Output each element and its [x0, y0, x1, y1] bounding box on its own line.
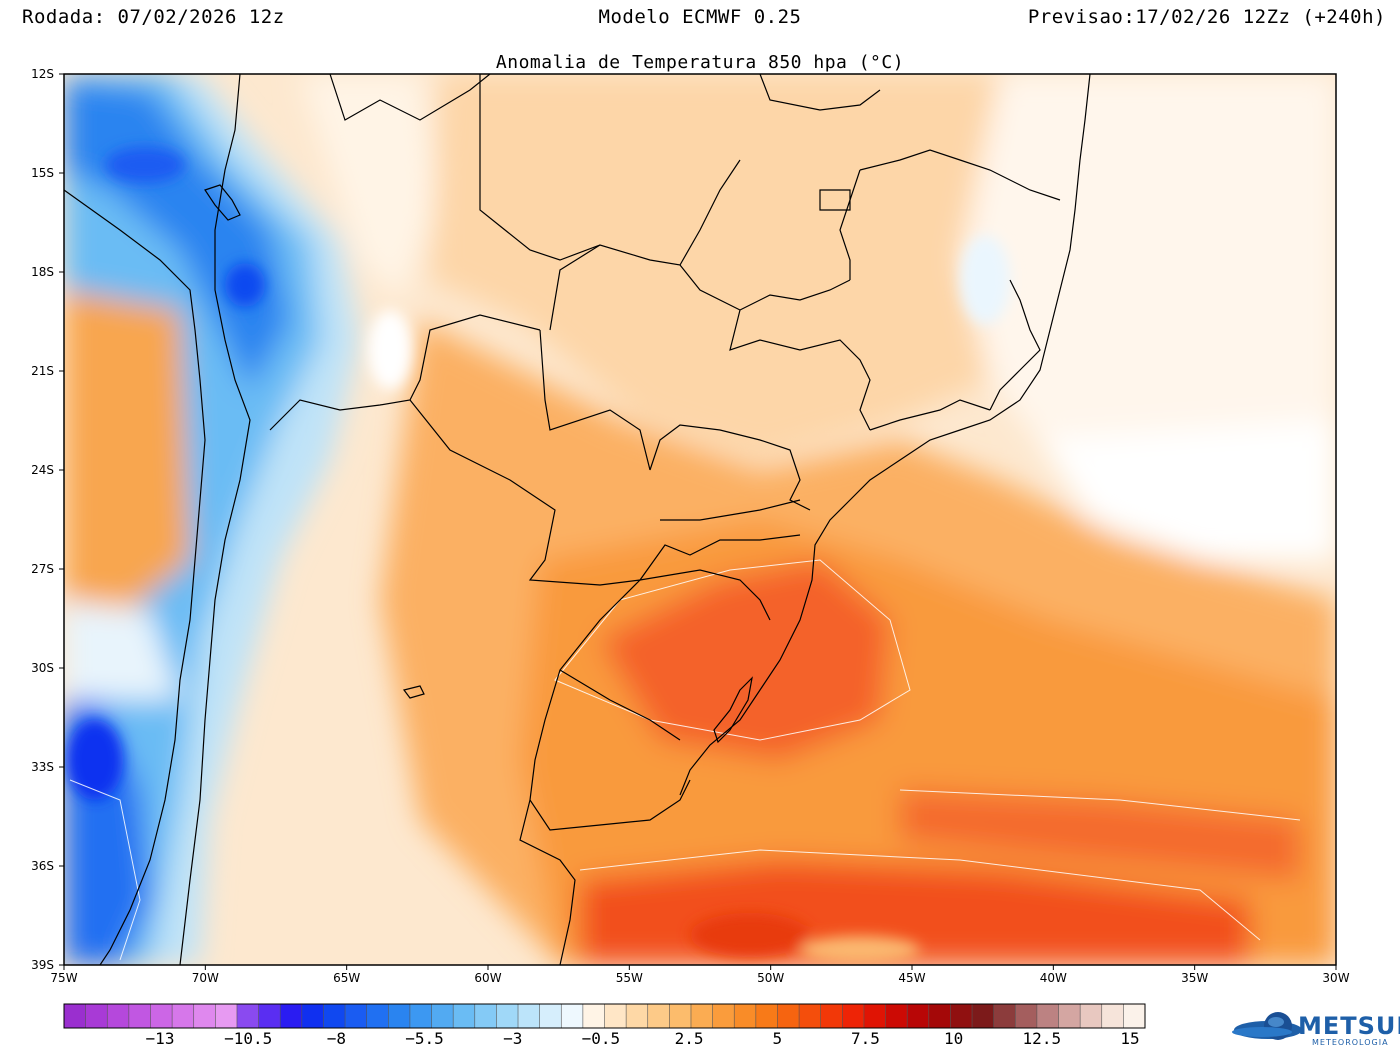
- colorbar-tick-label: −0.5: [582, 1029, 621, 1048]
- contour-lines: [69, 559, 1301, 961]
- lon-tick-label: 30W: [1322, 971, 1349, 985]
- colorbar-swatch: [669, 1004, 692, 1028]
- colorbar-swatch: [690, 1004, 714, 1028]
- model-name-label: Modelo ECMWF 0.25: [598, 6, 802, 28]
- colorbar-swatch: [842, 1004, 865, 1028]
- colorbar-swatch: [950, 1004, 973, 1028]
- map-title: Anomalia de Temperatura 850 hpa (°C): [495, 52, 905, 73]
- lon-tick-label: 35W: [1181, 971, 1208, 985]
- colorbar-swatch: [172, 1004, 195, 1028]
- colorbar-tick-label: 5: [772, 1029, 782, 1048]
- colorbar-frame: [63, 1003, 1146, 1029]
- colorbar-tick-label: −5.5: [405, 1029, 444, 1048]
- colorbar-swatch: [907, 1004, 930, 1028]
- lat-tick-label: 15S: [31, 166, 54, 180]
- lat-tick-label: 39S: [31, 958, 54, 972]
- lat-tick-label: 33S: [31, 760, 54, 774]
- lat-tick-label: 27S: [31, 562, 54, 576]
- globe-icon: [1232, 1012, 1302, 1040]
- colorbar-swatch: [799, 1004, 822, 1028]
- colorbar-tick-label: −10.5: [224, 1029, 272, 1048]
- colorbar-swatch: [280, 1004, 303, 1028]
- lon-tick-label: 55W: [616, 971, 643, 985]
- lat-tick-label: 24S: [31, 463, 54, 477]
- colorbar-swatch: [431, 1004, 454, 1028]
- colorbar-tick-label: 2.5: [675, 1029, 704, 1048]
- colorbar-swatch: [928, 1004, 951, 1028]
- colorbar-swatch: [128, 1004, 151, 1028]
- colorbar-tick-label: 12.5: [1023, 1029, 1062, 1048]
- colorbar-swatch: [518, 1004, 541, 1028]
- colorbar-tick-label: −8: [327, 1029, 346, 1048]
- colorbar-swatch: [453, 1004, 476, 1028]
- lon-tick-label: 60W: [474, 971, 501, 985]
- lat-tick-label: 21S: [31, 364, 54, 378]
- colorbar-swatch: [820, 1004, 843, 1028]
- forecast-time-label: Previsao:17/02/26 12Zz (+240h): [1027, 6, 1386, 28]
- lon-tick-label: 40W: [1040, 971, 1067, 985]
- colorbar-swatch: [863, 1004, 887, 1028]
- colorbar-tick-label: −3: [503, 1029, 522, 1048]
- colorbar-swatch: [539, 1004, 562, 1028]
- colorbar-swatch: [712, 1004, 735, 1028]
- colorbar-swatch: [409, 1004, 433, 1028]
- political-boundaries: [64, 74, 1091, 965]
- colorbar-swatch: [64, 1004, 87, 1028]
- metsul-logo: METSUL METEOROLOGIA: [1232, 1004, 1400, 1052]
- lon-tick-label: 50W: [757, 971, 784, 985]
- colorbar-swatch: [604, 1004, 627, 1028]
- colorbar-swatch: [777, 1004, 800, 1028]
- colorbar-swatch: [193, 1004, 216, 1028]
- colorbar-swatch: [236, 1004, 260, 1028]
- colorbar-swatch: [1058, 1004, 1081, 1028]
- colorbar-tick-label: −13: [146, 1029, 175, 1048]
- colorbar-swatch: [1015, 1004, 1038, 1028]
- colorbar-swatch: [345, 1004, 368, 1028]
- colorbar-swatch: [885, 1004, 908, 1028]
- colorbar-labels: −13 −10.5 −8 −5.5 −3 −0.5 2.5 5 7.5 10 12.5 15: [146, 1029, 1140, 1048]
- colorbar-swatch: [1101, 1004, 1124, 1028]
- colorbar-tick-label: 7.5: [851, 1029, 880, 1048]
- logo-subtitle: METEOROLOGIA: [1312, 1038, 1389, 1047]
- latitude-axis: 12S 15S 18S 21S 24S 27S 30S 33S 36S 39S: [31, 67, 64, 972]
- colorbar-swatch: [301, 1004, 324, 1028]
- lat-tick-label: 30S: [31, 661, 54, 675]
- colorbar-swatch: [388, 1004, 411, 1028]
- lat-tick-label: 36S: [31, 859, 54, 873]
- colorbar-swatch: [366, 1004, 389, 1028]
- colorbar-swatch: [582, 1004, 605, 1028]
- colorbar-swatch: [150, 1004, 173, 1028]
- lon-tick-label: 45W: [898, 971, 925, 985]
- colorbar-swatch: [561, 1004, 584, 1028]
- lon-tick-label: 75W: [50, 971, 77, 985]
- colorbar-swatch: [626, 1004, 649, 1028]
- run-date-label: Rodada: 07/02/2026 12z: [22, 6, 285, 28]
- colorbar-swatch: [258, 1004, 281, 1028]
- colorbar: [63, 1003, 1146, 1029]
- colorbar-swatch: [85, 1004, 108, 1028]
- colorbar-swatch: [474, 1004, 497, 1028]
- colorbar-swatch: [107, 1004, 130, 1028]
- colorbar-tick-label: 10: [944, 1029, 963, 1048]
- colorbar-swatch: [972, 1004, 995, 1028]
- colorbar-swatch: [993, 1004, 1016, 1028]
- logo-wordmark: METSUL: [1298, 1012, 1400, 1040]
- lat-tick-label: 18S: [31, 265, 54, 279]
- colorbar-swatch: [647, 1004, 670, 1028]
- colorbar-swatch: [734, 1004, 757, 1028]
- colorbar-swatch: [496, 1004, 519, 1028]
- colorbar-swatch: [1036, 1004, 1060, 1028]
- lat-tick-label: 12S: [31, 67, 54, 81]
- colorbar-swatch: [323, 1004, 346, 1028]
- colorbar-swatch: [755, 1004, 778, 1028]
- lon-tick-label: 70W: [192, 971, 219, 985]
- colorbar-swatch: [1123, 1004, 1146, 1028]
- colorbar-swatch: [215, 1004, 238, 1028]
- map-frame: [63, 73, 1337, 966]
- lon-tick-label: 65W: [333, 971, 360, 985]
- longitude-axis: 75W 70W 65W 60W 55W 50W 45W 40W 35W 30W: [50, 965, 1350, 985]
- colorbar-swatch: [1080, 1004, 1103, 1028]
- colorbar-tick-label: 15: [1120, 1029, 1139, 1048]
